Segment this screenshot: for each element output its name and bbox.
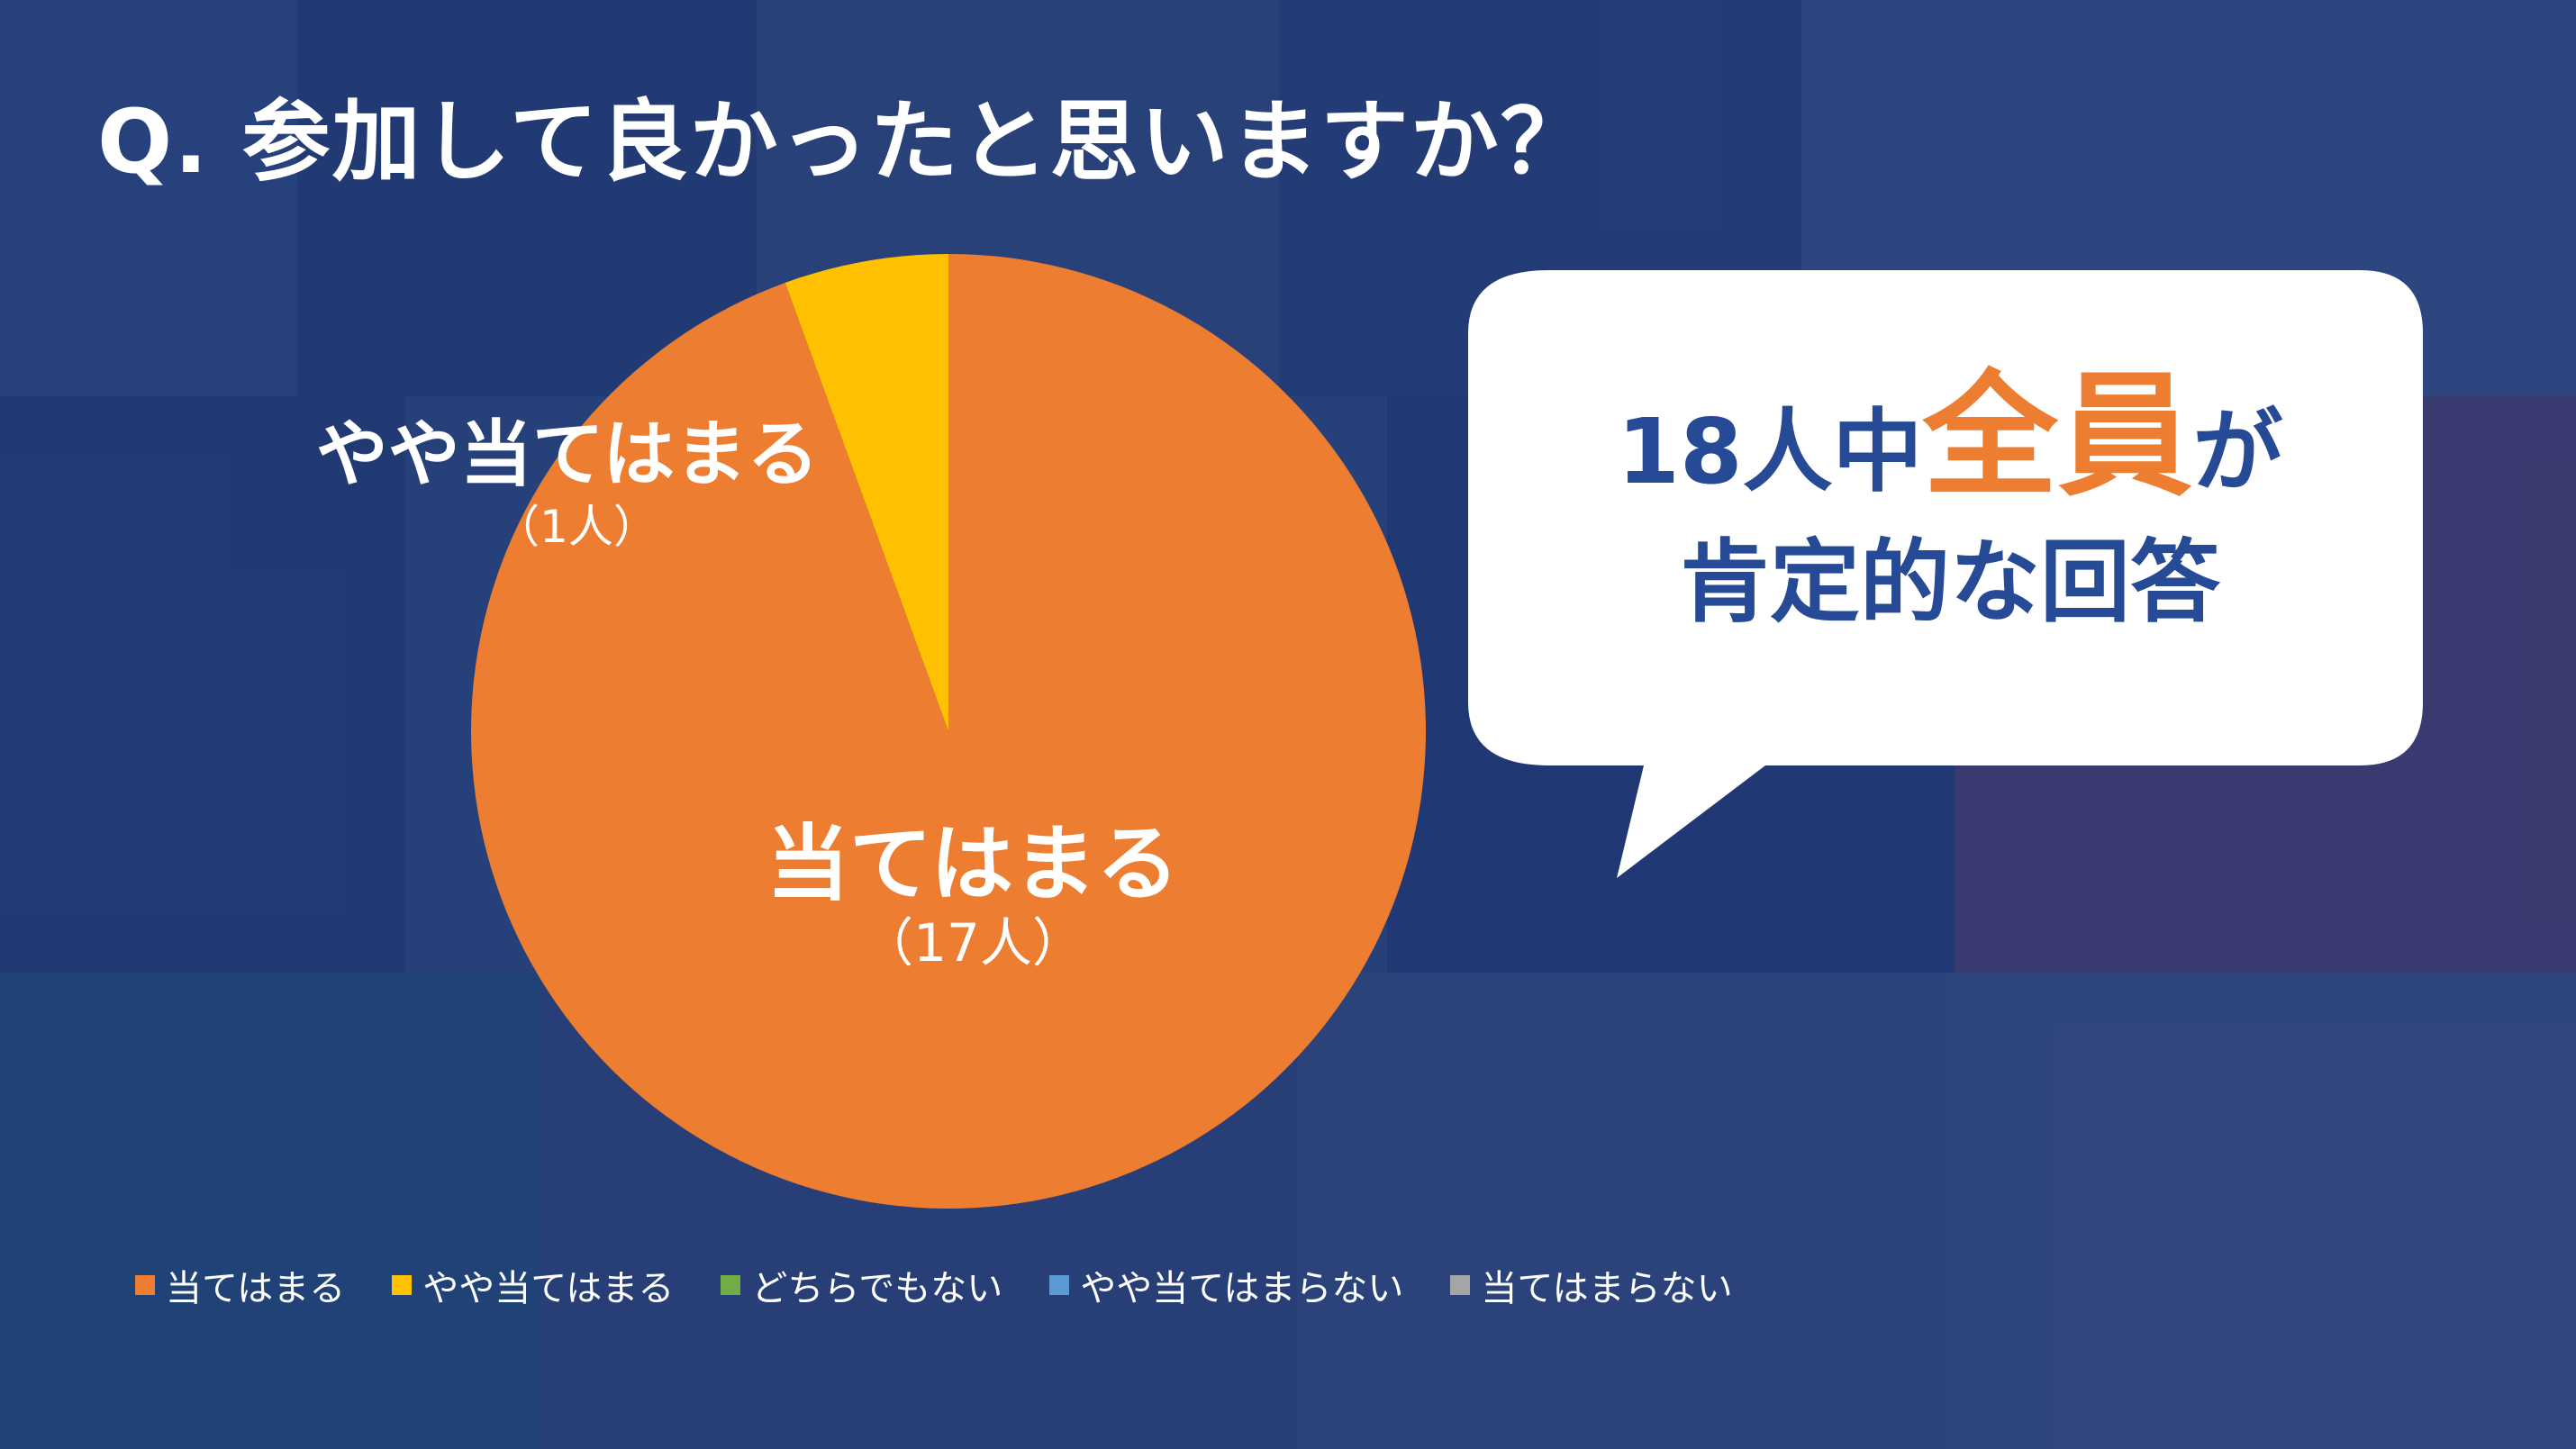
slice-label-main: 当てはまる: [766, 816, 1180, 912]
callout-line-1: 18人中全員が: [1477, 369, 2423, 520]
legend-label: 当てはまる: [166, 1268, 346, 1309]
legend-label: 当てはまらない: [1481, 1268, 1733, 1309]
legend-swatch: [1049, 1275, 1070, 1295]
chart-legend: 当てはまる やや当てはまる どちらでもない やや当てはまらない 当てはまらない: [135, 1259, 1780, 1311]
callout-prefix: 18人中: [1617, 399, 1923, 504]
page-title: Q. 参加して良かったと思いますか？: [97, 91, 1591, 194]
callout-text: 18人中全員が 肯定的な回答: [1477, 369, 2423, 646]
legend-label: どちらでもない: [751, 1268, 1003, 1309]
callout-line-2: 肯定的な回答: [1680, 530, 2220, 635]
legend-label: やや当てはまらない: [1080, 1268, 1404, 1309]
legend-swatch: [1450, 1275, 1471, 1295]
slice-label-minor: やや当てはまる: [315, 412, 820, 496]
legend-item: どちらでもない: [721, 1259, 1002, 1311]
legend-item: やや当てはまる: [392, 1259, 674, 1311]
legend-item: 当てはまる: [135, 1259, 345, 1311]
pie-slice-2: [785, 254, 948, 731]
legend-swatch: [135, 1275, 155, 1295]
slice-count-minor: （1人）: [494, 501, 658, 553]
legend-label: やや当てはまる: [422, 1268, 675, 1309]
legend-item: 当てはまらない: [1450, 1259, 1733, 1311]
slice-count-main: （17人）: [861, 912, 1084, 974]
legend-item: やや当てはまらない: [1049, 1259, 1403, 1311]
callout-highlight: 全員: [1922, 358, 2193, 515]
callout-suffix: が: [2192, 399, 2283, 504]
legend-swatch: [392, 1275, 413, 1295]
legend-swatch: [721, 1275, 741, 1295]
